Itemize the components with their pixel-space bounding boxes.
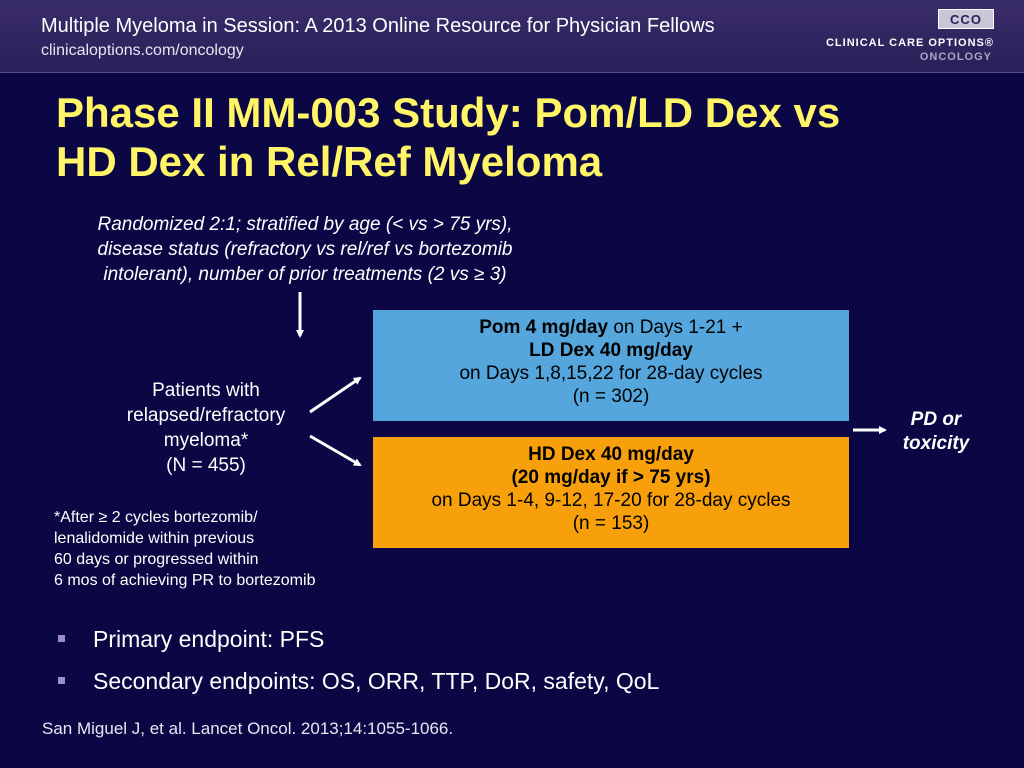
outcome-label: PD or toxicity [888,408,984,456]
pom-dose: Pom 4 mg/day [479,317,609,338]
arrow-to-dex-arm-icon [309,434,362,467]
dex-arm-line-3: on Days 1-4, 9-12, 17-20 for 28-day cycl… [431,490,791,511]
dex-arm-line-1: HD Dex 40 mg/day [528,444,694,465]
pom-arm-line-3: on Days 1,8,15,22 for 28-day cycles [459,363,763,384]
logo-subtext: ONCOLOGY [919,51,992,63]
randomization-line-3: intolerant), number of prior treatments … [103,264,507,285]
logo-text: CLINICAL CARE OPTIONS® [825,37,994,49]
list-item: Secondary endpoints: OS, ORR, TTP, DoR, … [56,668,659,695]
footnote-line-4: 6 mos of achieving PR to bortezomib [54,572,316,589]
randomization-line-1: Randomized 2:1; stratified by age (< vs … [97,214,513,235]
secondary-endpoints: Secondary endpoints: OS, ORR, TTP, DoR, … [93,668,660,694]
primary-endpoint: Primary endpoint: PFS [93,626,325,652]
randomization-line-2: disease status (refractory vs rel/ref vs… [97,239,513,260]
patients-line-1: Patients with [152,380,260,401]
header-title: Multiple Myeloma in Session: A 2013 Onli… [41,15,715,37]
footnote-line-2: lenalidomide within previous [54,530,255,547]
randomization-note: Randomized 2:1; stratified by age (< vs … [50,212,560,287]
cco-logo-icon: CCO [938,9,994,29]
patient-population: Patients with relapsed/refractory myelom… [96,378,316,478]
slide-title-line-2: HD Dex in Rel/Ref Myeloma [56,138,603,185]
hd-dex-arm-box: HD Dex 40 mg/day (20 mg/day if > 75 yrs)… [373,437,849,548]
arrow-to-pom-arm-icon [309,376,362,414]
dex-arm-line-2: (20 mg/day if > 75 yrs) [511,467,711,488]
pom-days: on Days 1-21 + [608,317,743,338]
pom-arm-line-1: Pom 4 mg/day on Days 1-21 + [373,316,849,339]
patients-line-2: relapsed/refractory [126,405,286,426]
outcome-line-2: toxicity [902,433,970,454]
slide-title: Phase II MM-003 Study: Pom/LD Dex vs HD … [56,88,976,186]
patients-line-3: myeloma* [163,430,249,451]
footnote-line-3: 60 days or progressed within [54,551,259,568]
eligibility-footnote: *After ≥ 2 cycles bortezomib/ lenalidomi… [54,507,394,591]
bullet-icon [58,677,65,684]
citation: San Miguel J, et al. Lancet Oncol. 2013;… [42,719,454,738]
header-bar: Multiple Myeloma in Session: A 2013 Onli… [0,0,1024,73]
dex-arm-line-4: (n = 153) [572,513,650,534]
header-url: clinicaloptions.com/oncology [41,42,244,59]
endpoints-list: Primary endpoint: PFS Secondary endpoint… [56,626,659,710]
pom-arm-line-2: LD Dex 40 mg/day [529,340,693,361]
bullet-icon [58,635,65,642]
pom-ld-dex-arm-box: Pom 4 mg/day on Days 1-21 + LD Dex 40 mg… [373,310,849,421]
footnote-line-1: *After ≥ 2 cycles bortezomib/ [54,509,258,526]
outcome-line-1: PD or [910,409,962,430]
slide-title-line-1: Phase II MM-003 Study: Pom/LD Dex vs [56,89,841,136]
list-item: Primary endpoint: PFS [56,626,659,653]
pom-arm-line-4: (n = 302) [572,386,650,407]
patients-line-4: (N = 455) [166,455,246,476]
